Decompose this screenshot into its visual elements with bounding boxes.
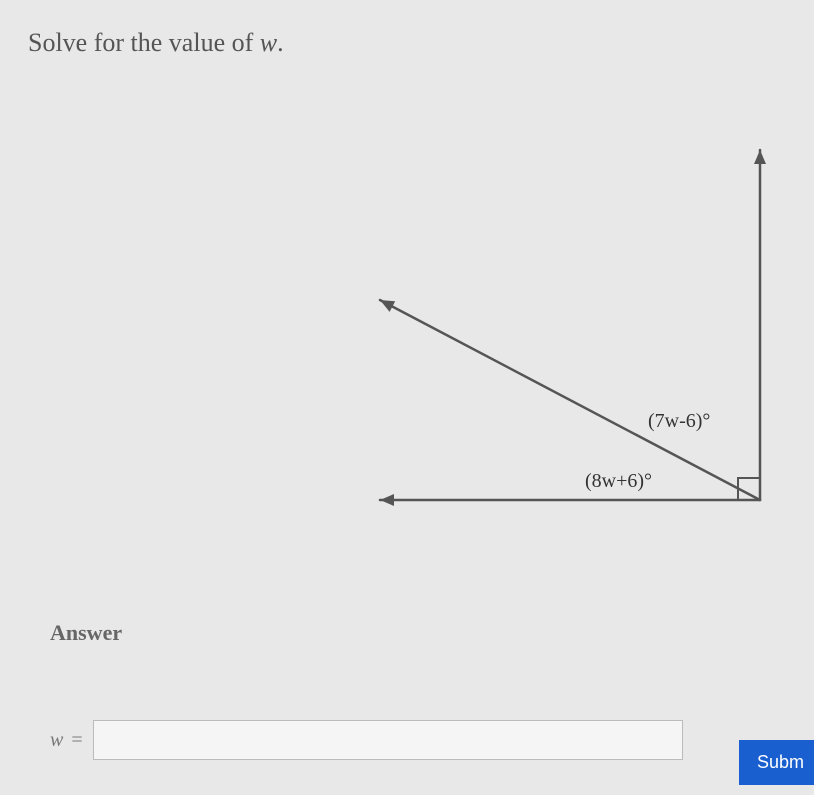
question-prompt: Solve for the value of w. [28, 28, 284, 58]
prompt-variable: w [260, 28, 277, 57]
prompt-suffix: . [277, 28, 284, 57]
equals-sign: = [71, 729, 82, 752]
answer-section-label: Answer [50, 620, 122, 646]
angle-label-lower: (8w+6)° [585, 470, 652, 493]
diagram-svg [360, 130, 800, 550]
angle-label-upper: (7w-6)° [648, 410, 710, 433]
prompt-prefix: Solve for the value of [28, 28, 260, 57]
angle-diagram: (7w-6)° (8w+6)° [360, 130, 800, 550]
submit-button[interactable]: Subm [739, 740, 814, 785]
answer-variable-label: w [50, 729, 63, 752]
answer-row: w = [50, 720, 683, 760]
answer-input[interactable] [93, 720, 683, 760]
